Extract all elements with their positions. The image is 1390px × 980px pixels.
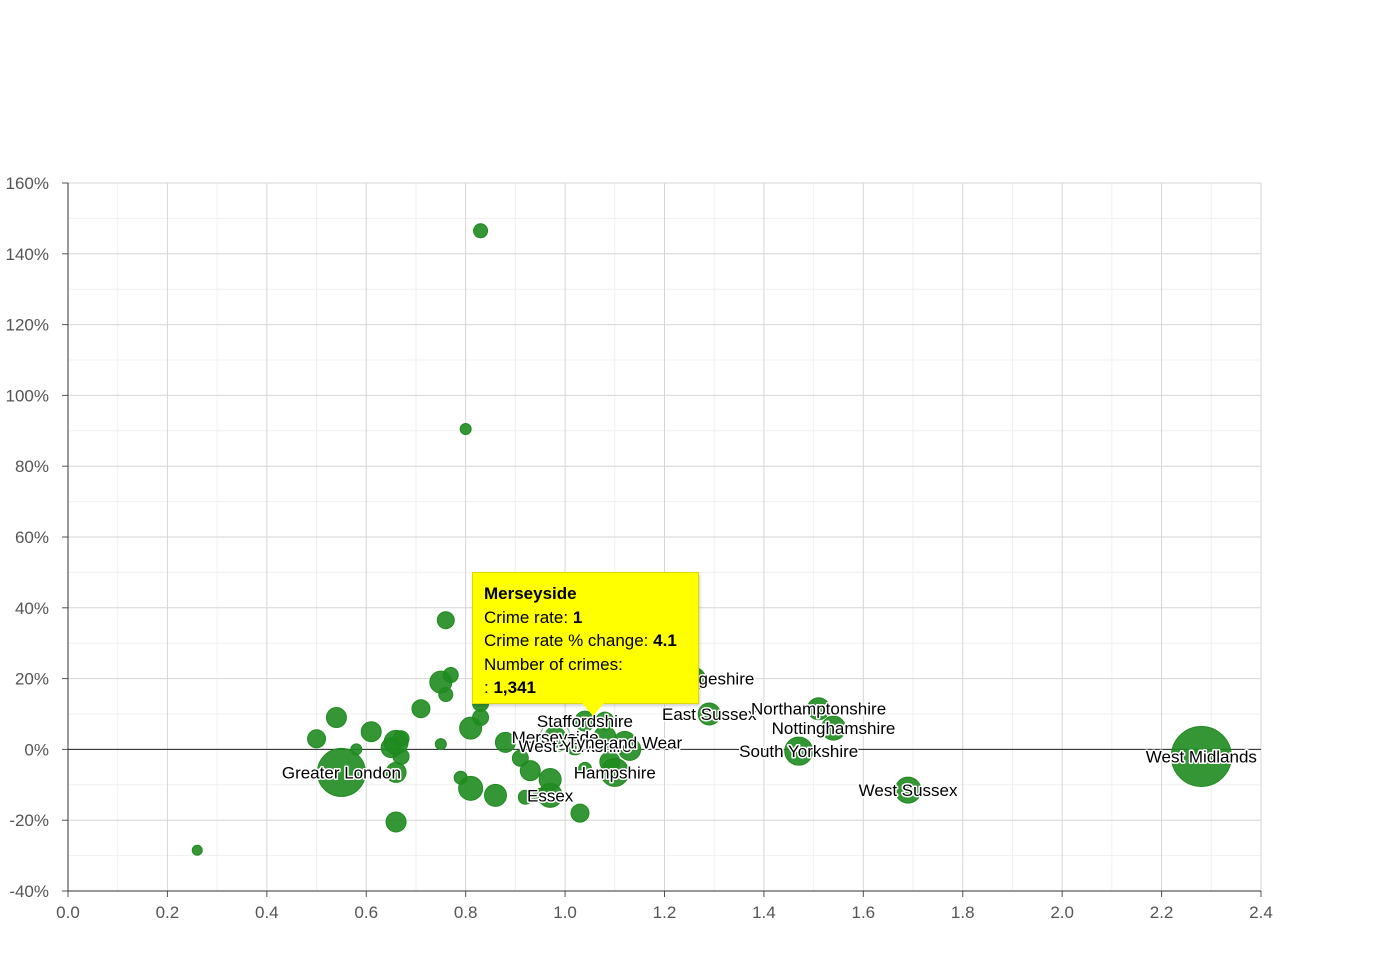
bubble[interactable] <box>807 697 831 721</box>
bubble[interactable] <box>565 736 585 756</box>
y-tick-label: -20% <box>9 811 49 830</box>
x-tick-label: 0.2 <box>156 903 180 922</box>
bubble[interactable] <box>1170 725 1232 787</box>
tooltip-crimes-row: : 1,341 <box>484 676 687 700</box>
bubble-label: West Midlands <box>1146 747 1257 766</box>
bubble-label: West Sussex <box>859 781 958 800</box>
bubble[interactable] <box>473 223 489 239</box>
bubble[interactable] <box>385 811 407 833</box>
x-tick-label: 0.4 <box>255 903 279 922</box>
bubble-halo <box>539 721 571 753</box>
gridlines <box>67 182 1262 892</box>
bubble-label: East Sussex <box>662 705 757 724</box>
tooltip-change-row: Crime rate % change: 4.1 <box>484 629 687 653</box>
x-tick-label: 2.2 <box>1150 903 1174 922</box>
bubble[interactable] <box>307 729 327 749</box>
y-tick-label: 0% <box>24 740 49 759</box>
bubble[interactable] <box>784 736 814 766</box>
bubble-tooltip: Merseyside Crime rate: 1 Crime rate % ch… <box>472 572 699 704</box>
bubble[interactable] <box>316 747 366 797</box>
y-tick-label: 160% <box>6 174 49 193</box>
bubble[interactable] <box>191 844 203 856</box>
y-tick-label: 80% <box>15 457 49 476</box>
tooltip-rate-label: Crime rate: <box>484 607 569 627</box>
tooltip-title: Merseyside <box>484 584 577 603</box>
bubble[interactable] <box>483 783 507 807</box>
bubble-label: Nottinghamshire <box>772 719 896 738</box>
bubble[interactable] <box>392 730 410 748</box>
tick-labels: 0.0 0.2 0.4 0.6 0.8 1.0 1.2 1.4 1.6 1.8 2.0 2.2 2.4 -… <box>6 174 1273 922</box>
y-tick-label: 40% <box>15 599 49 618</box>
bubble-label: Tyne and Wear <box>567 733 682 752</box>
bubble[interactable] <box>392 747 410 765</box>
y-tick-label: 120% <box>6 316 49 335</box>
bubble[interactable] <box>517 789 533 805</box>
bubble-label: South Yorkshire <box>739 742 858 761</box>
bubble[interactable] <box>577 761 592 776</box>
x-tick-label: 1.2 <box>653 903 677 922</box>
bubble[interactable] <box>325 707 347 729</box>
tooltip-rate-value: 1 <box>572 607 583 627</box>
bubble[interactable] <box>821 715 847 741</box>
bubble[interactable] <box>458 775 484 801</box>
bubble[interactable] <box>697 702 721 726</box>
y-tick-label: 20% <box>15 670 49 689</box>
bubble-label: Hampshire <box>574 763 656 782</box>
x-tick-label: 1.4 <box>752 903 776 922</box>
bubble[interactable] <box>438 687 454 703</box>
y-tick-label: 60% <box>15 528 49 547</box>
tooltip-crimes-value: 1,341 <box>493 678 537 697</box>
bubble[interactable] <box>600 757 630 787</box>
y-tick-label: 140% <box>6 245 49 264</box>
y-tick-label: 100% <box>6 386 49 405</box>
bubble[interactable] <box>350 743 363 756</box>
bubble[interactable] <box>459 423 472 436</box>
bubble-label: Greater London <box>282 763 401 782</box>
bubble[interactable] <box>618 737 642 761</box>
tooltip-change-label: Crime rate % change: <box>484 631 649 650</box>
tooltip-rate-row: Crime rate: 1 <box>484 606 687 630</box>
bubble-highlighted[interactable] <box>542 724 569 751</box>
bubble[interactable] <box>570 803 590 823</box>
bubble[interactable] <box>519 760 541 782</box>
bubble-label: Merseyside <box>512 728 599 747</box>
tooltip-change-value: 4.1 <box>653 631 677 650</box>
tooltip-crimes-label: Number of crimes: <box>484 654 623 674</box>
x-tick-label: 0.6 <box>354 903 378 922</box>
y-tick-label: -40% <box>9 882 49 901</box>
bubble-label: Northamptonshire <box>751 700 886 719</box>
x-tick-label: 2.4 <box>1249 903 1273 922</box>
x-tick-label: 1.6 <box>852 903 876 922</box>
bubble[interactable] <box>434 738 447 751</box>
bubble[interactable] <box>894 776 922 804</box>
bubble[interactable] <box>537 782 563 808</box>
bubble[interactable] <box>472 709 490 727</box>
axes <box>62 182 1262 897</box>
x-tick-label: 2.0 <box>1050 903 1074 922</box>
x-tick-label: 0.0 <box>56 903 80 922</box>
bubble[interactable] <box>436 611 455 630</box>
tooltip-pointer <box>582 703 604 716</box>
bubble[interactable] <box>442 667 459 684</box>
bubble[interactable] <box>360 721 382 743</box>
x-tick-label: 1.8 <box>951 903 975 922</box>
bubbles <box>191 223 1232 856</box>
x-tick-label: 1.0 <box>553 903 577 922</box>
bubble[interactable] <box>494 731 516 753</box>
tooltip-crimes-prefix: : <box>484 678 489 697</box>
x-tick-label: 0.8 <box>454 903 478 922</box>
bubble-label: West Yorkshire <box>518 737 631 756</box>
bubble-label: Staffordshire <box>537 712 633 731</box>
bubble[interactable] <box>411 699 431 719</box>
bubble-label: Essex <box>527 786 574 805</box>
